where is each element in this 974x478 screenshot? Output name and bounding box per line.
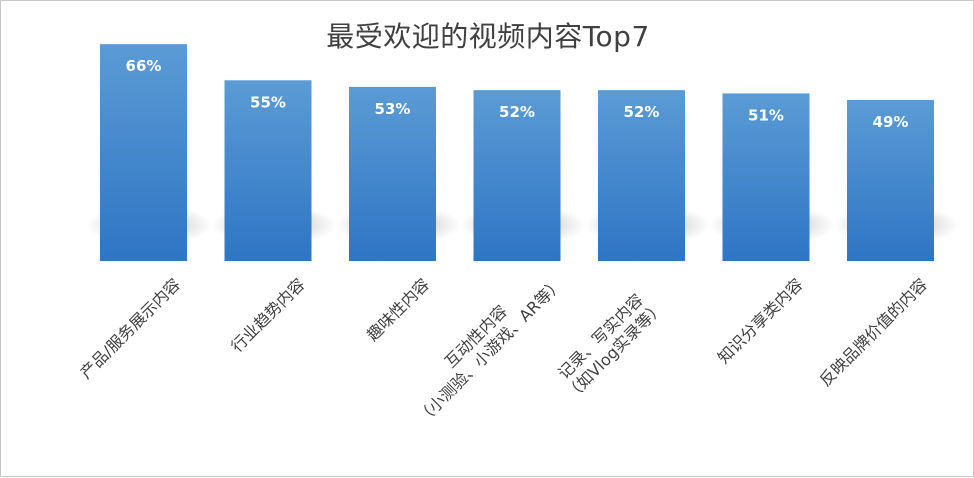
category-label: 产品/服务展示内容 — [76, 275, 184, 383]
category-label: 知识分享类内容 — [714, 275, 807, 368]
category-label: （小测验、小游戏、AR等） — [413, 274, 566, 427]
bar — [722, 93, 810, 261]
category-label: 反映品牌价值的内容 — [816, 275, 931, 390]
bar — [598, 90, 685, 262]
category-label: 趣味性内容 — [363, 275, 433, 345]
data-label: 55% — [250, 93, 286, 111]
data-label: 52% — [499, 103, 535, 121]
bar — [473, 90, 561, 262]
bar — [349, 86, 436, 261]
data-label: 53% — [375, 100, 411, 118]
data-label: 49% — [873, 113, 909, 131]
data-label: 52% — [624, 103, 660, 121]
data-label: 66% — [126, 57, 162, 75]
bar — [224, 80, 312, 262]
category-label: 行业趋势内容 — [227, 275, 308, 356]
data-label: 51% — [748, 106, 784, 124]
bar — [847, 100, 934, 261]
chart-title: 最受欢迎的视频内容Top7 — [326, 20, 650, 53]
bar — [100, 44, 187, 262]
